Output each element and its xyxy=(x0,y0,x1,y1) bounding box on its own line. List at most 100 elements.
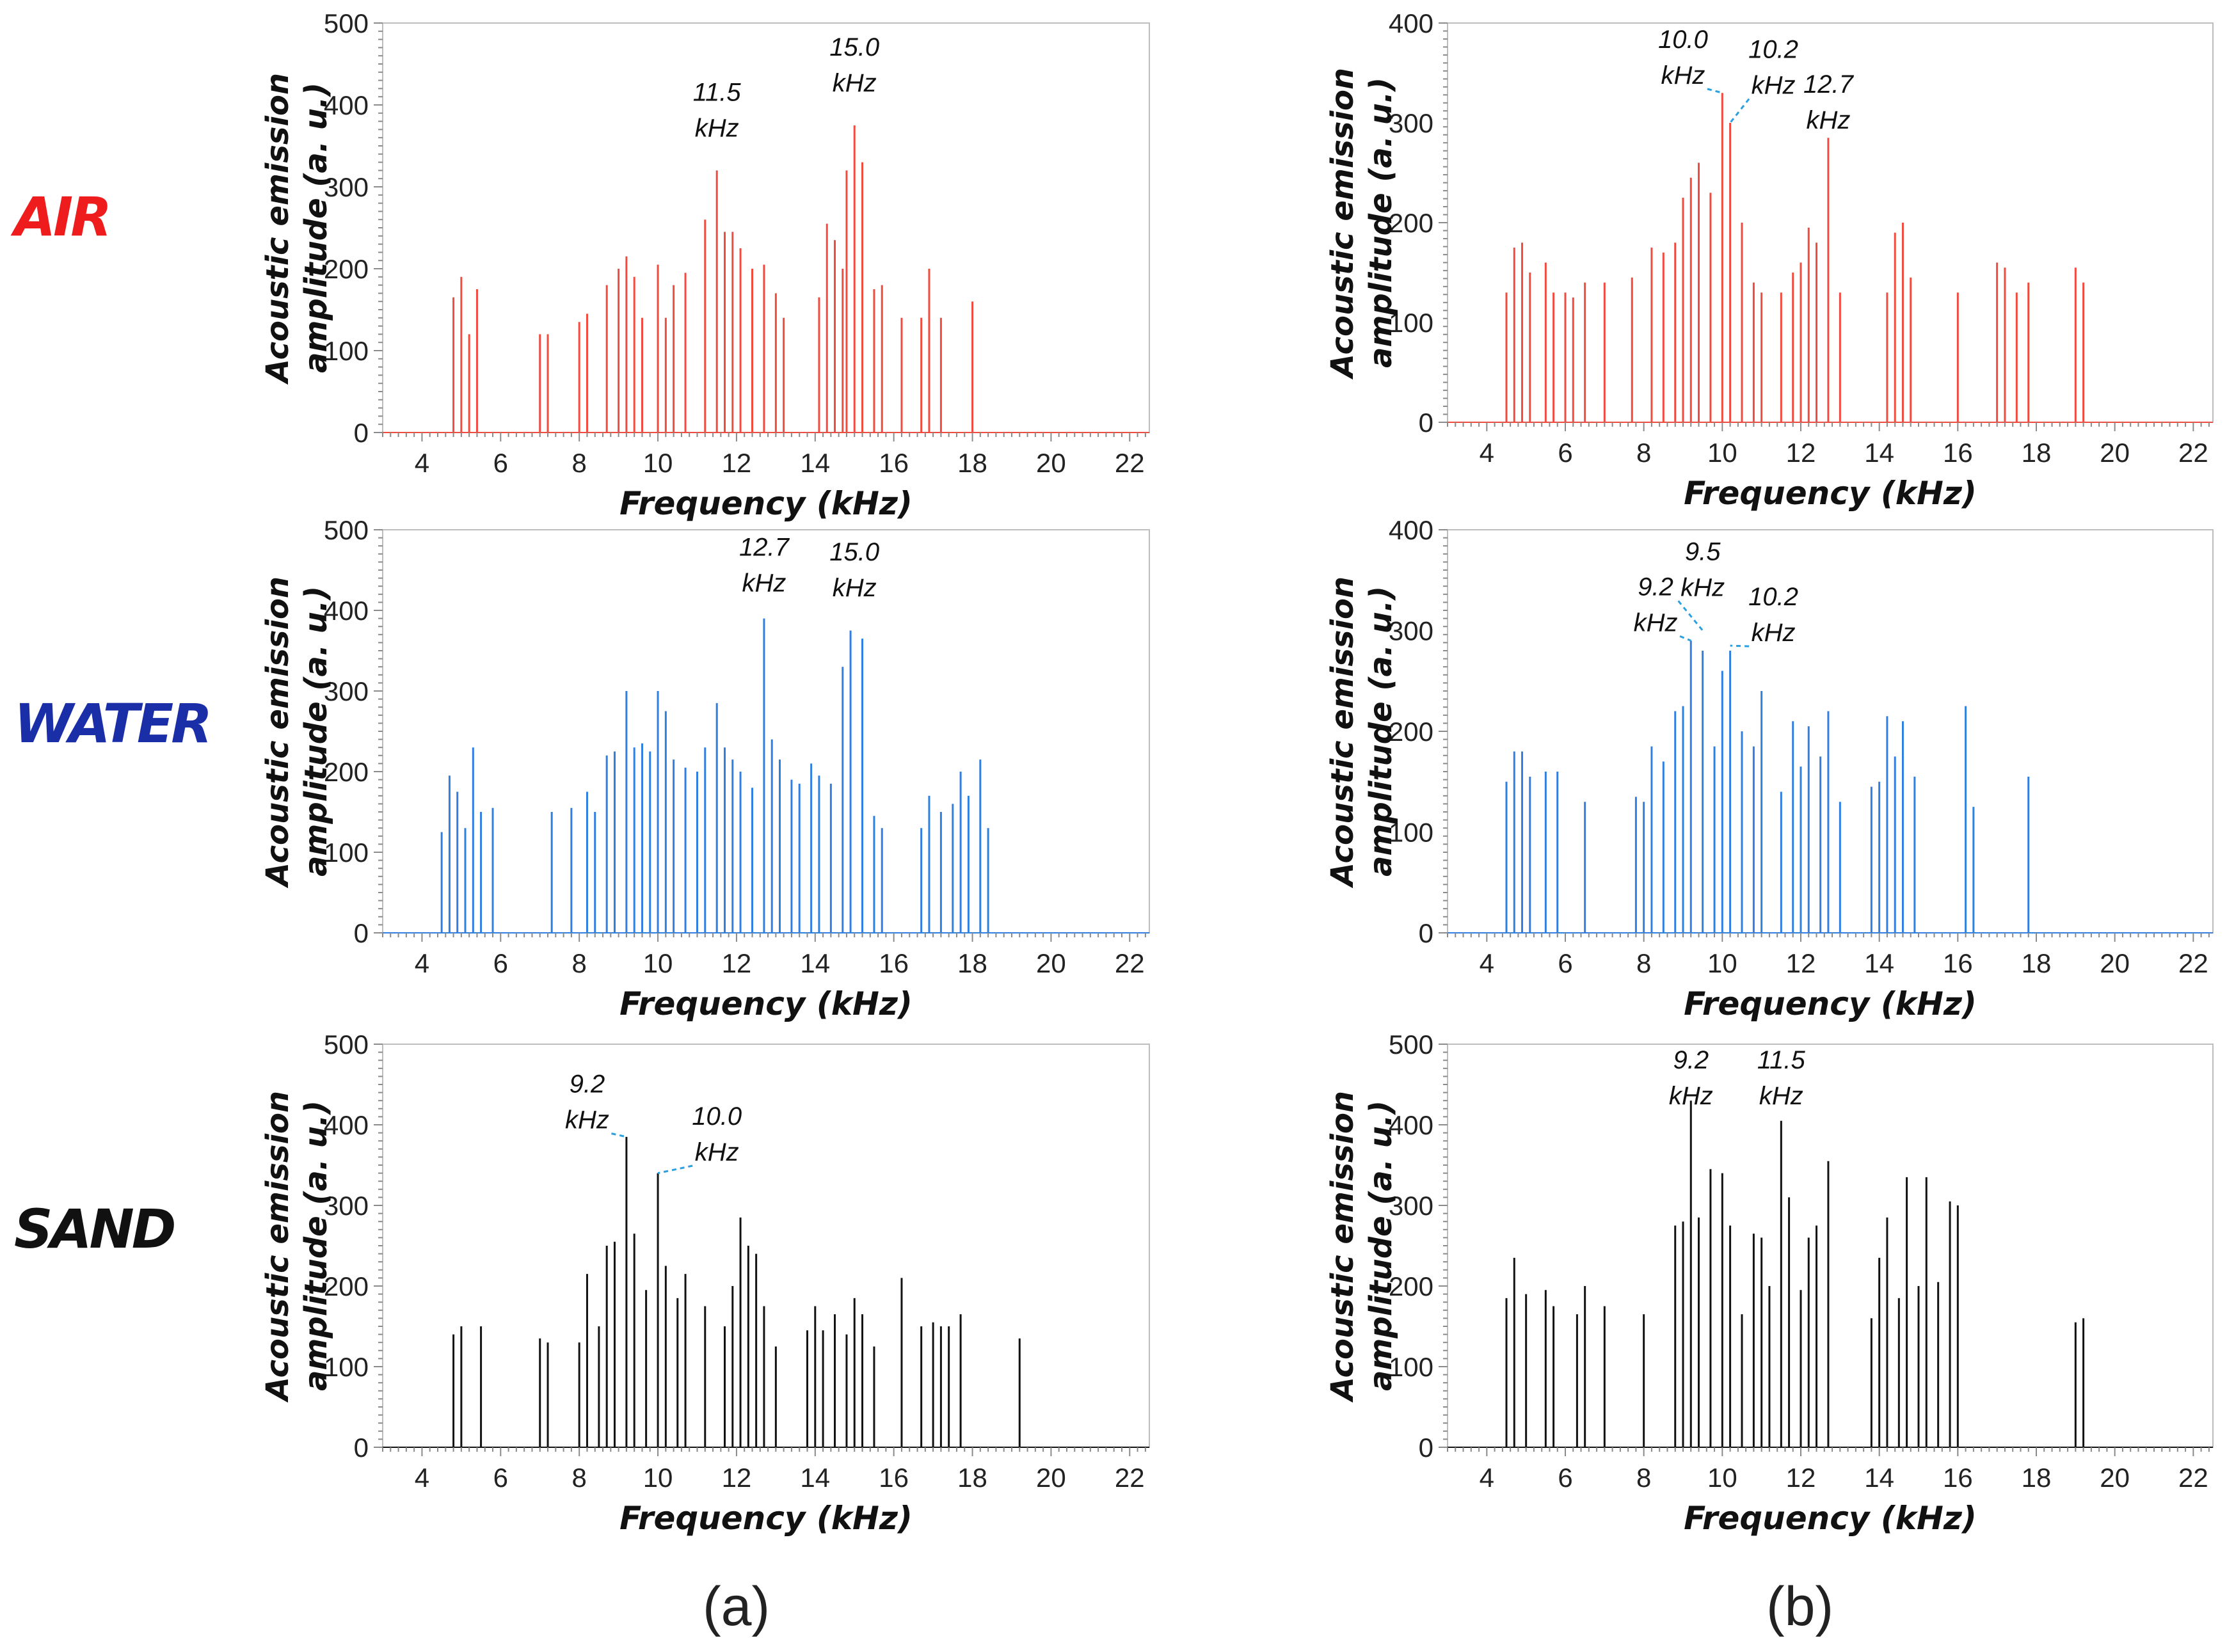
b-water-annotation-leader xyxy=(1677,600,1704,631)
row-label-water: WATER xyxy=(14,692,212,755)
a-sand-x-tick-label: 12 xyxy=(722,1463,752,1493)
a-air-y-tick-label: 500 xyxy=(324,8,369,38)
a-sand-x-tick-label: 6 xyxy=(493,1463,508,1493)
b-sand-x-tick-label: 14 xyxy=(1864,1463,1894,1493)
a-water-annotation-unit: kHz xyxy=(742,569,786,597)
b-sand-x-tick-label: 6 xyxy=(1558,1463,1572,1493)
b-water-y-tick-label: 100 xyxy=(1389,818,1433,848)
a-water-x-tick-label: 14 xyxy=(800,948,830,978)
b-air-annotation-unit: kHz xyxy=(1752,72,1796,100)
b-sand-annotation-unit: kHz xyxy=(1759,1082,1803,1110)
b-water-y-tick-label: 300 xyxy=(1389,616,1433,646)
a-air-x-tick-label: 4 xyxy=(415,448,429,478)
b-air-y-axis-label-line2: amplitude (a. u.) xyxy=(1363,77,1399,368)
a-air-y-axis-label-line1: Acoustic emission xyxy=(260,73,296,385)
a-water-x-tick-label: 12 xyxy=(722,948,752,978)
a-sand-x-tick-label: 10 xyxy=(643,1463,673,1493)
a-sand-y-axis-label-line1: Acoustic emission xyxy=(260,1091,296,1403)
b-water-x-tick-label: 14 xyxy=(1864,948,1894,978)
a-sand-x-axis-label: Frequency (kHz) xyxy=(619,1500,913,1537)
a-sand-y-tick-label: 400 xyxy=(324,1110,369,1140)
a-sand-x-tick-label: 20 xyxy=(1036,1463,1066,1493)
b-air-x-tick-label: 12 xyxy=(1786,438,1816,468)
b-water-y-axis-label-line2: amplitude (a. u.) xyxy=(1363,586,1399,877)
a-sand-x-tick-label: 16 xyxy=(879,1463,909,1493)
b-water-x-tick-label: 12 xyxy=(1786,948,1816,978)
a-sand-annotation-unit: kHz xyxy=(695,1138,739,1166)
b-air-x-tick-label: 14 xyxy=(1864,438,1894,468)
a-sand-x-tick-label: 8 xyxy=(571,1463,586,1493)
b-sand-y-tick-label: 0 xyxy=(1419,1433,1433,1463)
b-water-x-tick-label: 10 xyxy=(1707,948,1737,978)
a-sand-x-tick-label: 14 xyxy=(800,1463,830,1493)
b-water-x-axis-label: Frequency (kHz) xyxy=(1684,985,1977,1022)
a-water-x-tick-label: 18 xyxy=(957,948,987,978)
a-sand-annotation-unit: kHz xyxy=(565,1106,609,1134)
b-sand-x-tick-label: 16 xyxy=(1943,1463,1973,1493)
a-sand-x-tick-label: 22 xyxy=(1115,1463,1145,1493)
b-sand-y-axis-label-line2: amplitude (a. u.) xyxy=(1363,1100,1399,1391)
a-air-y-axis-label-line2: amplitude (a. u.) xyxy=(298,83,334,373)
a-water-y-axis-label-line1: Acoustic emission xyxy=(260,576,296,889)
a-water-annotation-value: 12.7 xyxy=(739,533,790,561)
b-water-x-tick-label: 16 xyxy=(1943,948,1973,978)
b-water-y-tick-label: 0 xyxy=(1419,918,1433,948)
a-water-x-tick-label: 16 xyxy=(879,948,909,978)
b-water-annotation-value: 10.2 xyxy=(1748,583,1798,611)
panel-label-b: (b) xyxy=(1766,1576,1834,1637)
b-sand-annotation-unit: kHz xyxy=(1669,1082,1713,1110)
b-sand-x-tick-label: 8 xyxy=(1636,1463,1651,1493)
a-water-x-tick-label: 8 xyxy=(571,948,586,978)
b-air-y-tick-label: 200 xyxy=(1389,208,1433,238)
b-air-annotation-unit: kHz xyxy=(1806,106,1850,134)
b-sand-x-axis-label: Frequency (kHz) xyxy=(1684,1500,1977,1537)
b-water-x-tick-label: 22 xyxy=(2178,948,2208,978)
a-air-x-tick-label: 6 xyxy=(493,448,508,478)
b-water-annotation-value: 9.2 xyxy=(1638,573,1673,601)
a-air-annotation-unit: kHz xyxy=(695,115,739,143)
b-air-y-axis-label-line1: Acoustic emission xyxy=(1325,68,1361,380)
b-air-x-tick-label: 8 xyxy=(1636,438,1651,468)
b-air-x-tick-label: 10 xyxy=(1707,438,1737,468)
b-air-annotation-unit: kHz xyxy=(1661,61,1705,90)
a-sand-x-tick-label: 4 xyxy=(415,1463,429,1493)
a-sand-y-axis-label-line2: amplitude (a. u.) xyxy=(298,1100,334,1391)
a-water-x-tick-label: 6 xyxy=(493,948,508,978)
a-water-x-tick-label: 22 xyxy=(1115,948,1145,978)
b-sand-x-tick-label: 4 xyxy=(1480,1463,1494,1493)
b-sand-annotation-value: 11.5 xyxy=(1757,1046,1806,1074)
b-water-annotation-leader xyxy=(1679,635,1691,642)
b-water-annotation-unit: kHz xyxy=(1680,573,1725,601)
a-air-annotation-unit: kHz xyxy=(833,69,877,97)
a-air-x-axis-label: Frequency (kHz) xyxy=(619,485,913,522)
b-air-x-tick-label: 16 xyxy=(1943,438,1973,468)
a-water-y-axis-label-line2: amplitude (a. u.) xyxy=(298,586,334,877)
row-label-sand: SAND xyxy=(14,1198,177,1260)
b-water-y-tick-label: 400 xyxy=(1389,515,1433,545)
a-water-x-tick-label: 20 xyxy=(1036,948,1066,978)
a-air-x-tick-label: 20 xyxy=(1036,448,1066,478)
b-water-x-tick-label: 8 xyxy=(1636,948,1651,978)
a-air-y-tick-label: 0 xyxy=(354,418,369,448)
a-air-x-tick-label: 10 xyxy=(643,448,673,478)
a-sand-y-tick-label: 0 xyxy=(354,1433,369,1463)
b-air-annotation-value: 10.0 xyxy=(1658,26,1708,54)
b-sand-annotation-value: 9.2 xyxy=(1673,1046,1709,1074)
b-water-annotation-value: 9.5 xyxy=(1685,537,1721,566)
a-water-y-tick-label: 0 xyxy=(354,918,369,948)
a-water-y-tick-label: 500 xyxy=(324,515,369,545)
b-air-x-tick-label: 6 xyxy=(1558,438,1572,468)
a-water-y-tick-label: 100 xyxy=(324,838,369,868)
b-sand-x-tick-label: 22 xyxy=(2178,1463,2208,1493)
a-air-y-tick-label: 100 xyxy=(324,336,369,366)
b-sand-y-axis-label-line1: Acoustic emission xyxy=(1325,1091,1361,1403)
b-air-x-tick-label: 22 xyxy=(2178,438,2208,468)
a-water-y-tick-label: 400 xyxy=(324,596,369,626)
a-air-y-tick-label: 200 xyxy=(324,254,369,284)
a-air-annotation-value: 15.0 xyxy=(829,33,879,61)
a-water-y-tick-label: 200 xyxy=(324,757,369,787)
b-sand-x-tick-label: 12 xyxy=(1786,1463,1816,1493)
a-sand-annotation-value: 9.2 xyxy=(570,1070,605,1099)
b-air-annotation-value: 10.2 xyxy=(1748,36,1798,64)
